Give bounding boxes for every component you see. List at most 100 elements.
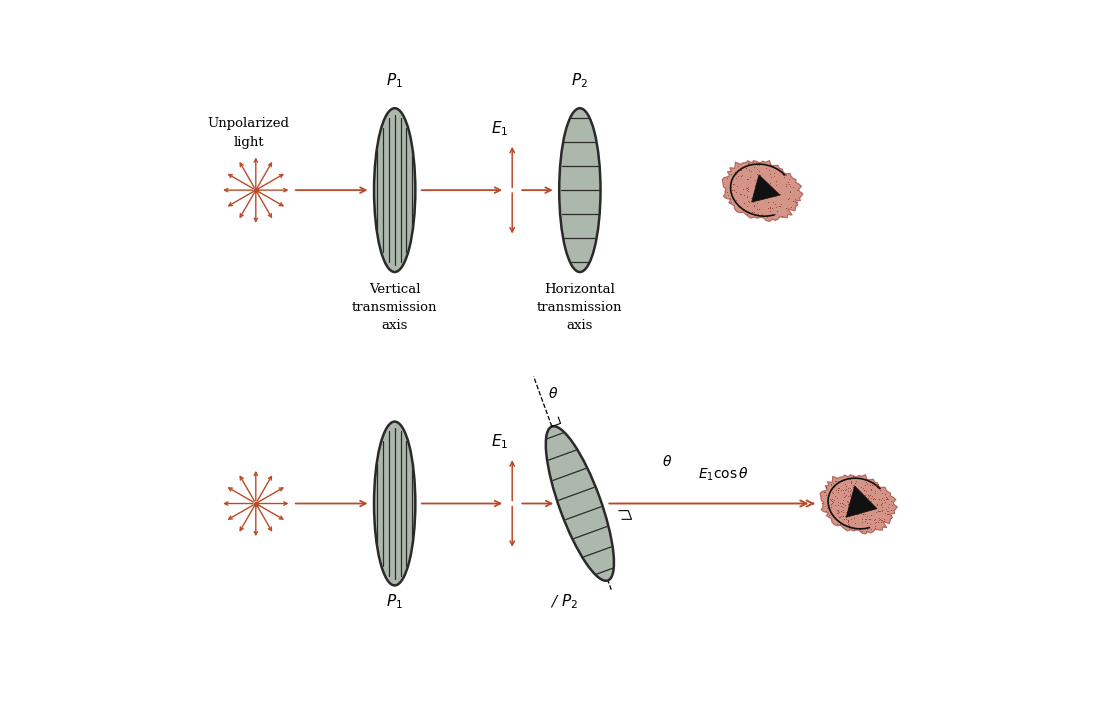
Point <box>771 200 789 212</box>
Point <box>876 508 894 519</box>
Point <box>866 501 884 513</box>
Point <box>834 501 852 513</box>
Point <box>728 180 746 192</box>
Point <box>851 502 869 513</box>
Point <box>781 179 799 190</box>
Text: $E_1$: $E_1$ <box>490 119 508 138</box>
Point <box>772 198 790 209</box>
Point <box>837 478 855 489</box>
Point <box>846 513 863 524</box>
Polygon shape <box>752 175 780 202</box>
Point <box>839 482 857 493</box>
Point <box>735 197 753 209</box>
Point <box>738 184 756 196</box>
Point <box>751 179 768 190</box>
Point <box>867 507 885 518</box>
Point <box>839 490 857 502</box>
Point <box>825 494 843 506</box>
Point <box>761 177 779 189</box>
Point <box>833 475 851 487</box>
Point <box>733 188 751 199</box>
Point <box>763 182 781 194</box>
Point <box>850 506 868 518</box>
Point <box>851 493 869 504</box>
Point <box>829 496 847 508</box>
Point <box>727 168 745 179</box>
Point <box>738 158 756 169</box>
Point <box>844 504 862 516</box>
Ellipse shape <box>374 108 416 272</box>
Point <box>842 500 860 512</box>
Point <box>758 212 776 223</box>
Point <box>824 497 842 508</box>
Point <box>842 508 860 519</box>
Point <box>858 494 876 506</box>
Point <box>832 498 850 509</box>
Point <box>879 493 897 505</box>
Point <box>732 164 750 176</box>
Point <box>844 498 862 510</box>
Point <box>755 179 773 191</box>
Point <box>847 495 865 507</box>
Point <box>742 192 760 204</box>
Point <box>734 169 752 181</box>
Point <box>750 159 767 170</box>
Point <box>843 494 861 506</box>
Point <box>776 168 794 179</box>
Polygon shape <box>820 475 897 534</box>
Point <box>823 480 841 492</box>
Point <box>781 181 799 192</box>
Point <box>838 506 856 518</box>
Point <box>846 524 863 536</box>
Point <box>729 201 747 212</box>
Point <box>862 509 880 521</box>
Point <box>866 502 884 513</box>
Point <box>842 477 860 488</box>
Point <box>765 167 783 179</box>
Point <box>820 491 838 503</box>
Point <box>841 503 859 514</box>
Point <box>841 490 859 502</box>
Point <box>724 193 742 204</box>
Point <box>744 196 762 207</box>
Point <box>772 166 790 177</box>
Point <box>881 495 899 507</box>
Point <box>718 172 736 184</box>
Point <box>843 482 861 493</box>
Point <box>866 522 884 533</box>
Point <box>872 499 890 511</box>
Point <box>839 518 857 530</box>
Point <box>847 506 865 517</box>
Point <box>837 473 855 484</box>
Point <box>739 185 757 197</box>
Point <box>840 523 858 534</box>
Point <box>853 500 871 511</box>
Point <box>841 473 859 485</box>
Point <box>872 498 890 510</box>
Point <box>761 201 779 212</box>
Point <box>862 523 880 535</box>
Point <box>869 505 887 516</box>
Point <box>869 516 887 528</box>
Point <box>771 188 789 199</box>
Text: $E_1 \cos\theta$: $E_1 \cos\theta$ <box>697 465 748 483</box>
Point <box>869 478 887 490</box>
Point <box>737 182 755 194</box>
Point <box>827 500 844 511</box>
Point <box>861 489 879 500</box>
Point <box>862 493 880 504</box>
Point <box>870 512 888 523</box>
Point <box>747 159 765 171</box>
Point <box>823 495 841 506</box>
Point <box>782 202 800 213</box>
Point <box>780 177 798 188</box>
Point <box>829 518 847 529</box>
Point <box>750 165 767 177</box>
Point <box>853 508 871 520</box>
Text: axis: axis <box>382 319 408 332</box>
Point <box>881 509 899 521</box>
Point <box>852 500 870 511</box>
Point <box>867 493 885 504</box>
Point <box>837 489 855 500</box>
Point <box>840 520 858 531</box>
